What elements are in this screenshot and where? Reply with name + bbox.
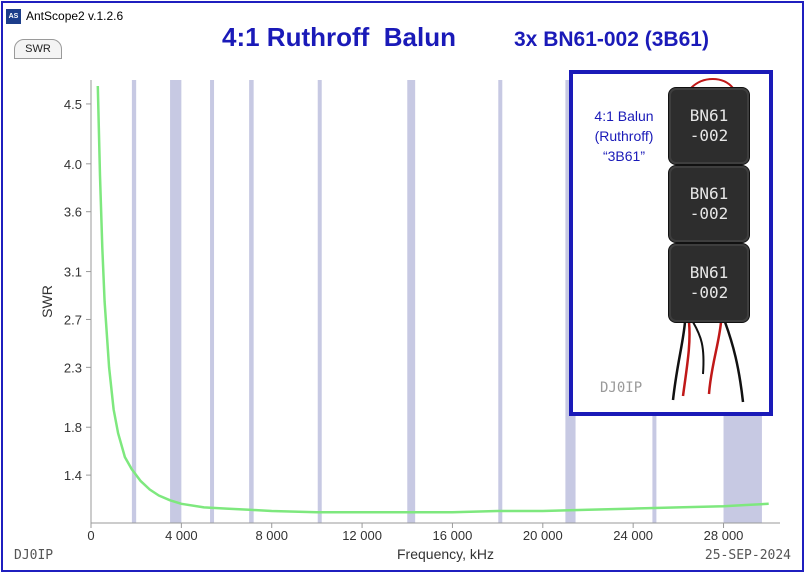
- app-title: AntScope2 v.1.2.6: [26, 9, 124, 23]
- tab-swr-label: SWR: [25, 43, 51, 55]
- x-tick-label-2: 8 000: [255, 528, 288, 543]
- band-shade-5: [407, 80, 416, 523]
- y-tick-label-5: 3.6: [64, 205, 82, 220]
- balun-photo-inset: 4:1 Balun (Ruthroff) “3B61” BN61 -002 BN…: [569, 70, 773, 416]
- y-tick-label-3: 2.7: [64, 312, 82, 327]
- band-shade-0: [131, 80, 137, 523]
- chart-subtitle: 3x BN61-002 (3B61): [514, 28, 709, 51]
- y-tick-label-1: 1.8: [64, 420, 82, 435]
- band-shade-6: [498, 80, 503, 523]
- balun-core-2-label: BN61 -002: [689, 184, 729, 223]
- y-tick-label-6: 4.0: [64, 157, 82, 172]
- band-shade-3: [249, 80, 254, 523]
- footer-date: 25-SEP-2024: [704, 548, 791, 563]
- x-tick-label-7: 28 000: [704, 528, 744, 543]
- app-icon: AS: [6, 8, 21, 24]
- x-tick-label-3: 12 000: [342, 528, 382, 543]
- photo-caption-line2: (Ruthroff): [594, 128, 654, 144]
- x-tick-label-1: 4 000: [165, 528, 198, 543]
- x-tick-label-5: 20 000: [523, 528, 563, 543]
- tab-swr[interactable]: SWR: [14, 39, 62, 59]
- window-titlebar: AS AntScope2 v.1.2.6: [4, 4, 204, 28]
- photo-caption-line3: “3B61”: [602, 148, 646, 164]
- balun-core-3-label: BN61 -002: [689, 263, 729, 302]
- balun-core-2: BN61 -002: [669, 166, 749, 242]
- balun-core-1: BN61 -002: [669, 88, 749, 164]
- y-tick-label-7: 4.5: [64, 97, 82, 112]
- x-tick-label-6: 24 000: [613, 528, 653, 543]
- swr-curve-0: [96, 85, 769, 514]
- y-tick-label-2: 2.3: [64, 360, 82, 375]
- x-tick-label-4: 16 000: [433, 528, 473, 543]
- band-shade-2: [210, 80, 215, 523]
- y-axis-label: SWR: [39, 285, 55, 318]
- balun-core-1-label: BN61 -002: [689, 106, 729, 145]
- x-tick-label-0: 0: [87, 528, 94, 543]
- y-tick-label-4: 3.1: [64, 265, 82, 280]
- x-axis-label: Frequency, kHz: [397, 546, 494, 562]
- photo-caption: 4:1 Balun (Ruthroff) “3B61”: [581, 106, 667, 166]
- chart-title: 4:1 Ruthroff Balun: [222, 22, 456, 52]
- photo-watermark: DJ0IP: [600, 380, 643, 396]
- band-shade-1: [170, 80, 182, 523]
- photo-caption-line1: 4:1 Balun: [594, 108, 654, 124]
- balun-wires: [671, 78, 745, 403]
- footer-callsign: DJ0IP: [14, 548, 54, 563]
- balun-core-3: BN61 -002: [669, 244, 749, 322]
- y-tick-label-0: 1.4: [64, 468, 82, 483]
- band-shade-4: [317, 80, 322, 523]
